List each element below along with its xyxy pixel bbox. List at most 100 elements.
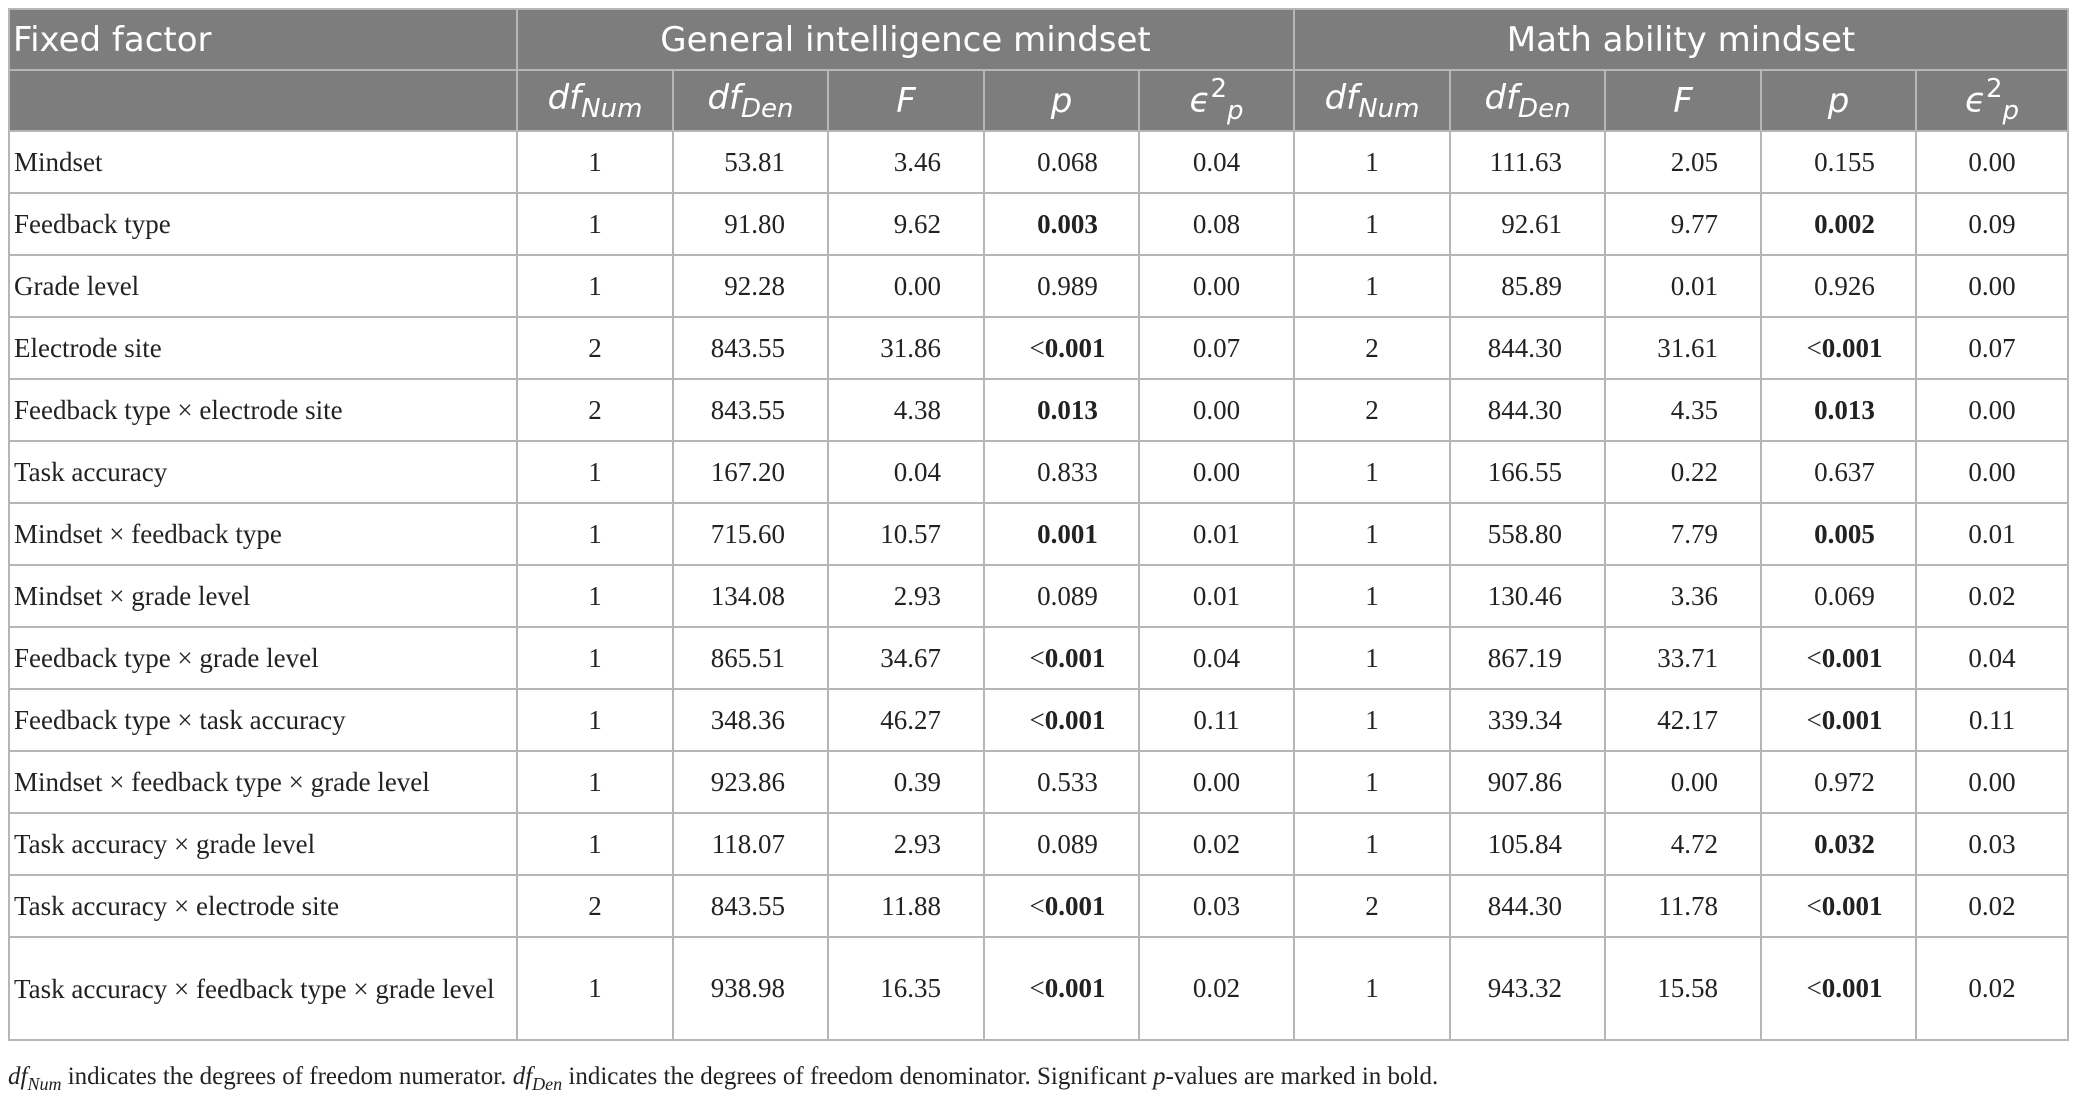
p-value-significant: 0.013 <box>1814 394 1875 425</box>
col-epsilon-header: ϵ2p <box>1915 69 2070 132</box>
gi-epsilon-cell: 0.11 <box>1137 688 1296 752</box>
p-value-significant: 0.001 <box>1044 973 1106 1003</box>
table-body: Mindset 1 53.81 3.46 0.068 0.04 1 111.63 2.05 0.1… <box>8 130 2070 1041</box>
math-p-cell: <0.001 <box>1760 688 1918 752</box>
table-row: Task accuracy × feedback type × grade le… <box>8 936 2070 1041</box>
math-f-cell: 7.79 <box>1604 502 1763 566</box>
p-prefix: < <box>1029 332 1045 363</box>
math-dfnum-cell: 1 <box>1293 750 1452 814</box>
fixed-factor-cell: Feedback type × task accuracy <box>8 688 518 752</box>
table-row: Grade level 1 92.28 0.00 0.989 0.00 1 85.89 0.01… <box>8 254 2070 318</box>
math-dfnum-cell: 2 <box>1293 378 1452 442</box>
p-value-significant: 0.001 <box>1821 332 1883 363</box>
gi-dfnum-cell: 2 <box>516 378 674 442</box>
table-row: Mindset 1 53.81 3.46 0.068 0.04 1 111.63 2.05 0.1… <box>8 130 2070 194</box>
table-row: Feedback type × task accuracy 1 348.36 46.2… <box>8 688 2070 752</box>
gi-epsilon-cell: 0.08 <box>1137 192 1296 256</box>
table-row: Feedback type × electrode site 2 843.55 4.3… <box>8 378 2070 442</box>
gi-dfnum-cell: 2 <box>516 316 674 380</box>
math-epsilon-cell: 0.02 <box>1915 874 2070 938</box>
gi-f-cell: 34.67 <box>827 626 985 690</box>
p-value: 0.089 <box>1037 580 1098 611</box>
gi-f-cell: 0.04 <box>827 440 985 504</box>
gi-p-cell: 0.013 <box>983 378 1140 442</box>
table-row: Task accuracy × electrode site 2 843.55 11.… <box>8 874 2070 938</box>
gi-dfnum-cell: 1 <box>516 192 674 256</box>
gi-p-cell: 0.089 <box>983 812 1140 876</box>
header-row-groups: Fixed factor General intelligence mindse… <box>8 8 2070 71</box>
gi-dfden-cell: 843.55 <box>672 316 829 380</box>
gi-dfnum-cell: 2 <box>516 874 674 938</box>
math-dfden-cell: 907.86 <box>1449 750 1607 814</box>
math-dfnum-cell: 1 <box>1293 688 1452 752</box>
results-table-container: Fixed factor General intelligence mindse… <box>8 8 2070 1041</box>
gi-epsilon-cell: 0.07 <box>1137 316 1296 380</box>
gi-epsilon-cell: 0.01 <box>1137 564 1296 628</box>
gi-f-cell: 31.86 <box>827 316 985 380</box>
gi-f-cell: 0.00 <box>827 254 985 318</box>
col-epsilon-header: ϵ2p <box>1137 69 1296 132</box>
math-dfnum-cell: 2 <box>1293 874 1452 938</box>
p-prefix: < <box>1806 642 1822 673</box>
math-p-cell: 0.005 <box>1760 502 1918 566</box>
p-prefix: < <box>1029 642 1045 673</box>
p-value: 0.533 <box>1037 766 1098 797</box>
gi-dfden-cell: 843.55 <box>672 874 829 938</box>
gi-p-cell: <0.001 <box>983 688 1140 752</box>
fixed-factor-cell: Feedback type × grade level <box>8 626 518 690</box>
fixed-factor-cell: Task accuracy <box>8 440 518 504</box>
general-intelligence-header: General intelligence mindset <box>515 8 1296 71</box>
p-value-significant: 0.001 <box>1044 642 1106 673</box>
p-prefix: < <box>1806 332 1822 363</box>
table-row: Task accuracy × grade level 1 118.07 2.93 0.… <box>8 812 2070 876</box>
gi-epsilon-cell: 0.00 <box>1137 750 1296 814</box>
p-prefix: < <box>1029 973 1045 1003</box>
gi-p-cell: <0.001 <box>983 316 1140 380</box>
gi-p-cell: 0.533 <box>983 750 1140 814</box>
p-prefix: < <box>1806 704 1822 735</box>
math-dfden-cell: 85.89 <box>1449 254 1607 318</box>
math-epsilon-cell: 0.03 <box>1915 812 2070 876</box>
gi-dfnum-cell: 1 <box>516 626 674 690</box>
fixed-factor-cell: Mindset × feedback type <box>8 502 518 566</box>
math-epsilon-cell: 0.07 <box>1915 316 2070 380</box>
gi-f-cell: 10.57 <box>827 502 985 566</box>
math-f-cell: 2.05 <box>1604 130 1763 194</box>
math-dfden-cell: 844.30 <box>1449 316 1607 380</box>
p-value: 0.972 <box>1814 766 1875 797</box>
table-row: Feedback type 1 91.80 9.62 0.003 0.08 1 92.61 9.… <box>8 192 2070 256</box>
gi-f-cell: 9.62 <box>827 192 985 256</box>
gi-dfnum-cell: 1 <box>516 750 674 814</box>
gi-dfden-cell: 715.60 <box>672 502 829 566</box>
fixed-factor-cell: Grade level <box>8 254 518 318</box>
gi-p-cell: 0.833 <box>983 440 1140 504</box>
math-f-cell: 9.77 <box>1604 192 1763 256</box>
math-dfden-cell: 844.30 <box>1449 378 1607 442</box>
math-dfnum-cell: 1 <box>1293 812 1452 876</box>
math-epsilon-cell: 0.02 <box>1915 564 2070 628</box>
math-p-cell: <0.001 <box>1760 626 1918 690</box>
p-value-significant: 0.001 <box>1044 332 1106 363</box>
fixed-factor-cell: Feedback type × electrode site <box>8 378 518 442</box>
math-dfnum-cell: 2 <box>1293 316 1452 380</box>
p-value-significant: 0.032 <box>1814 828 1875 859</box>
math-dfden-cell: 558.80 <box>1449 502 1607 566</box>
gi-dfnum-cell: 1 <box>516 688 674 752</box>
math-dfnum-cell: 1 <box>1293 936 1452 1041</box>
results-table: Fixed factor General intelligence mindse… <box>8 8 2070 1041</box>
math-dfnum-cell: 1 <box>1293 440 1452 504</box>
math-dfnum-cell: 1 <box>1293 254 1452 318</box>
gi-epsilon-cell: 0.04 <box>1137 626 1296 690</box>
gi-dfnum-cell: 1 <box>516 440 674 504</box>
math-dfden-cell: 166.55 <box>1449 440 1607 504</box>
gi-dfden-cell: 923.86 <box>672 750 829 814</box>
p-value-significant: 0.001 <box>1044 890 1106 921</box>
gi-p-cell: <0.001 <box>983 626 1140 690</box>
math-p-cell: 0.069 <box>1760 564 1918 628</box>
math-dfden-cell: 339.34 <box>1449 688 1607 752</box>
p-value-significant: 0.001 <box>1821 973 1883 1003</box>
p-value-significant: 0.005 <box>1814 518 1875 549</box>
gi-dfnum-cell: 1 <box>516 254 674 318</box>
col-f-header: F <box>1604 69 1763 132</box>
gi-dfnum-cell: 1 <box>516 502 674 566</box>
